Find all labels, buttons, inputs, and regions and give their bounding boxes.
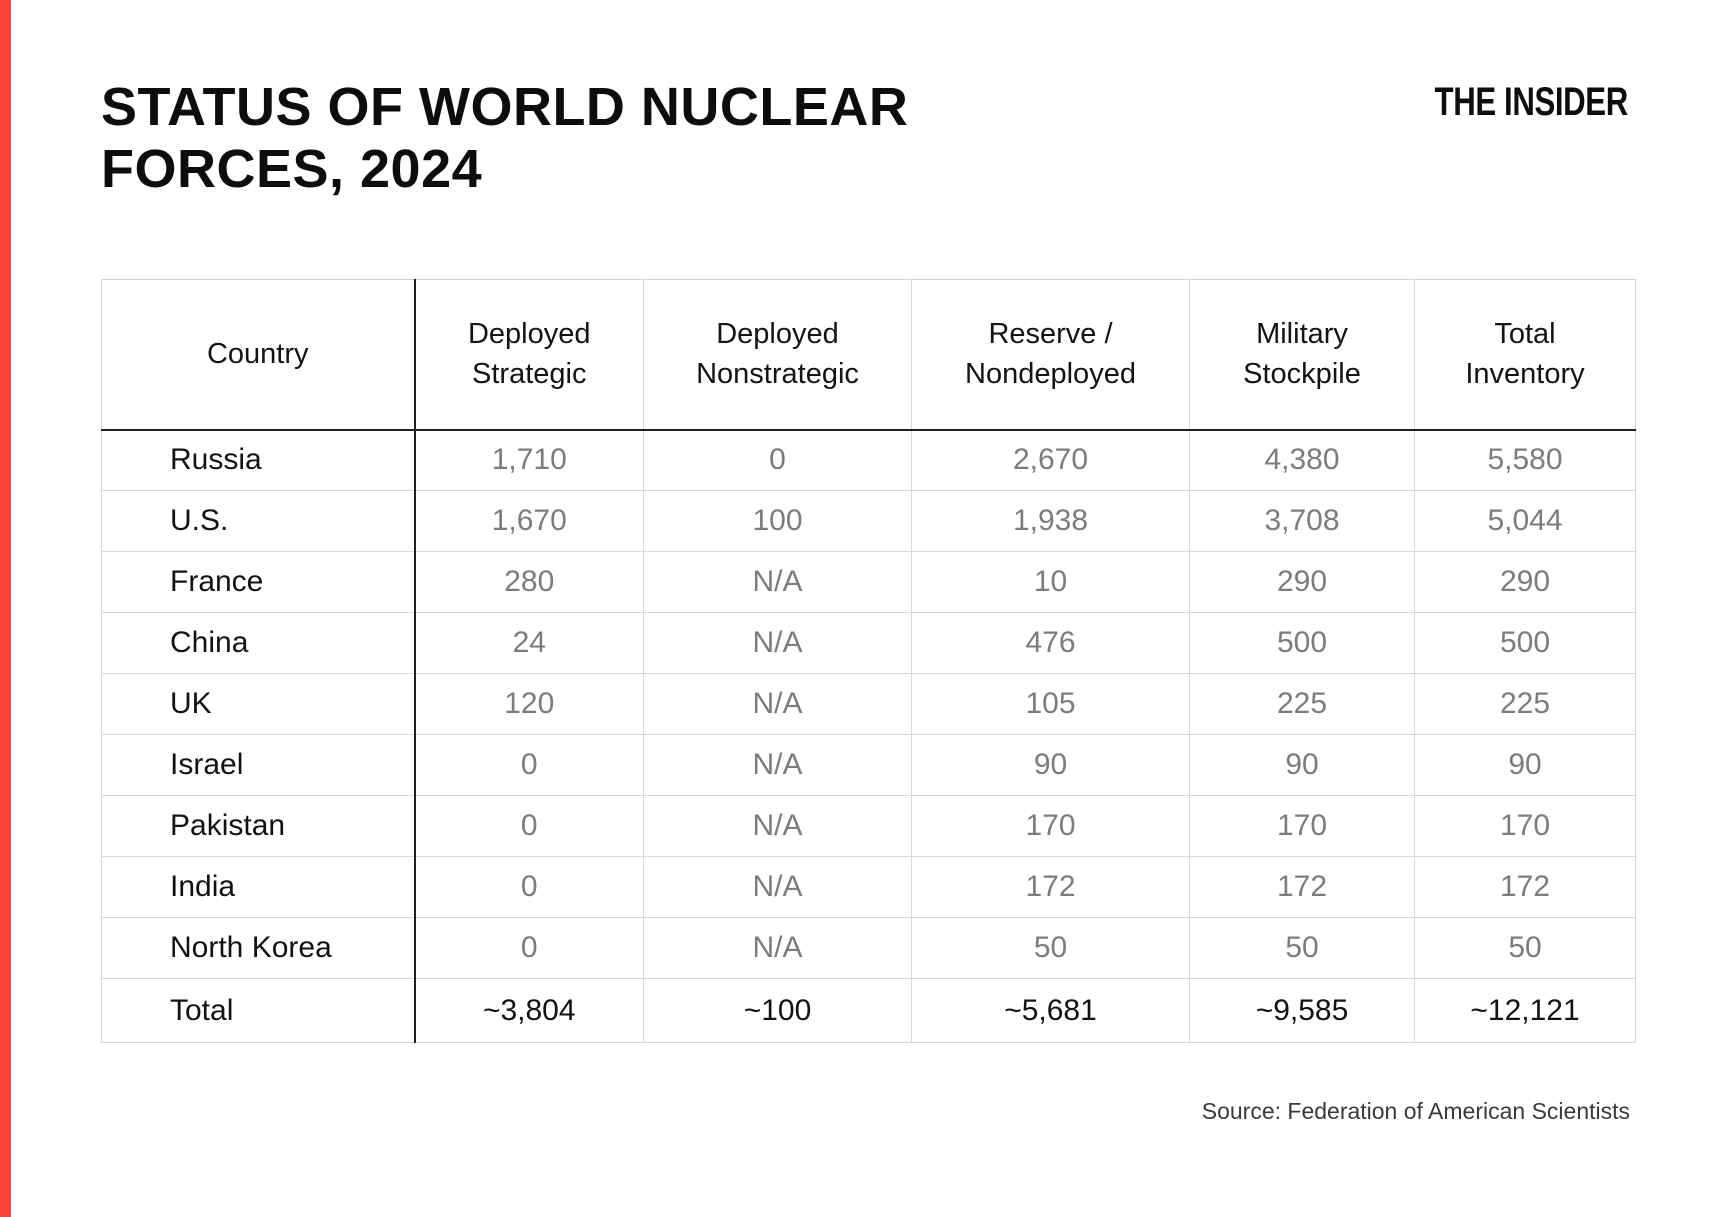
header-row: Country Deployed Strategic Deployed Nonstr… bbox=[101, 279, 1636, 431]
table-row: U.S. 1,670 100 1,938 3,708 5,044 bbox=[101, 490, 1636, 552]
country-cell: Pakistan bbox=[101, 795, 416, 857]
value-cell: 172 bbox=[1414, 856, 1636, 918]
value-cell: 50 bbox=[1414, 917, 1636, 979]
column-header-military-stockpile: Military Stockpile bbox=[1189, 279, 1415, 431]
value-cell: ~12,121 bbox=[1414, 978, 1636, 1043]
value-cell: 170 bbox=[1189, 795, 1415, 857]
country-cell: North Korea bbox=[101, 917, 416, 979]
value-cell: N/A bbox=[643, 551, 912, 613]
value-cell: 170 bbox=[1414, 795, 1636, 857]
page-title: STATUS OF WORLD NUCLEAR FORCES, 2024 bbox=[101, 76, 908, 200]
value-cell: 280 bbox=[414, 551, 644, 613]
value-cell: 225 bbox=[1189, 673, 1415, 735]
country-cell: Israel bbox=[101, 734, 416, 796]
value-cell: ~100 bbox=[643, 978, 912, 1043]
value-cell: 172 bbox=[911, 856, 1190, 918]
value-cell: ~3,804 bbox=[414, 978, 644, 1043]
value-cell: 10 bbox=[911, 551, 1190, 613]
table-row: Russia 1,710 0 2,670 4,380 5,580 bbox=[101, 429, 1636, 491]
value-cell: ~5,681 bbox=[911, 978, 1190, 1043]
page-title-line2: FORCES, 2024 bbox=[101, 139, 483, 199]
value-cell: 1,670 bbox=[414, 490, 644, 552]
value-cell: N/A bbox=[643, 612, 912, 674]
country-cell: U.S. bbox=[101, 490, 416, 552]
table-row: Pakistan 0 N/A 170 170 170 bbox=[101, 795, 1636, 857]
table-row: India 0 N/A 172 172 172 bbox=[101, 856, 1636, 918]
table-row: North Korea 0 N/A 50 50 50 bbox=[101, 917, 1636, 979]
value-cell: 105 bbox=[911, 673, 1190, 735]
value-cell: 290 bbox=[1189, 551, 1415, 613]
accent-bar bbox=[0, 0, 11, 1217]
value-cell: N/A bbox=[643, 856, 912, 918]
country-cell: China bbox=[101, 612, 416, 674]
country-cell: India bbox=[101, 856, 416, 918]
value-cell: 0 bbox=[414, 917, 644, 979]
table-row: Israel 0 N/A 90 90 90 bbox=[101, 734, 1636, 796]
value-cell: 0 bbox=[414, 734, 644, 796]
value-cell: 500 bbox=[1189, 612, 1415, 674]
country-cell: France bbox=[101, 551, 416, 613]
table-row: France 280 N/A 10 290 290 bbox=[101, 551, 1636, 613]
value-cell: 500 bbox=[1414, 612, 1636, 674]
brand-logo: THE INSIDER bbox=[1434, 80, 1629, 124]
nuclear-forces-table: Country Deployed Strategic Deployed Nonstr… bbox=[101, 279, 1636, 1043]
value-cell: 50 bbox=[911, 917, 1190, 979]
value-cell: 24 bbox=[414, 612, 644, 674]
value-cell: N/A bbox=[643, 673, 912, 735]
value-cell: 90 bbox=[911, 734, 1190, 796]
column-header-country: Country bbox=[101, 279, 416, 431]
page-title-line1: STATUS OF WORLD NUCLEAR bbox=[101, 77, 909, 137]
value-cell: 90 bbox=[1414, 734, 1636, 796]
value-cell: 120 bbox=[414, 673, 644, 735]
value-cell: 290 bbox=[1414, 551, 1636, 613]
table-row: China 24 N/A 476 500 500 bbox=[101, 612, 1636, 674]
value-cell: N/A bbox=[643, 795, 912, 857]
source-credit: Source: Federation of American Scientist… bbox=[1201, 1098, 1630, 1124]
value-cell: 476 bbox=[911, 612, 1190, 674]
value-cell: 0 bbox=[414, 795, 644, 857]
value-cell: 5,580 bbox=[1414, 429, 1636, 491]
value-cell: 3,708 bbox=[1189, 490, 1415, 552]
value-cell: 100 bbox=[643, 490, 912, 552]
value-cell: ~9,585 bbox=[1189, 978, 1415, 1043]
value-cell: 0 bbox=[643, 429, 912, 491]
value-cell: 50 bbox=[1189, 917, 1415, 979]
column-header-deployed-strategic: Deployed Strategic bbox=[414, 279, 644, 431]
country-cell: Russia bbox=[101, 429, 416, 491]
column-header-reserve-nondeployed: Reserve / Nondeployed bbox=[911, 279, 1190, 431]
country-cell: UK bbox=[101, 673, 416, 735]
value-cell: 172 bbox=[1189, 856, 1415, 918]
value-cell: 1,938 bbox=[911, 490, 1190, 552]
value-cell: 1,710 bbox=[414, 429, 644, 491]
column-header-deployed-nonstrategic: Deployed Nonstrategic bbox=[643, 279, 912, 431]
table-body: Russia 1,710 0 2,670 4,380 5,580 U.S. 1,670 100 1… bbox=[101, 429, 1636, 1043]
value-cell: 4,380 bbox=[1189, 429, 1415, 491]
value-cell: 0 bbox=[414, 856, 644, 918]
value-cell: N/A bbox=[643, 917, 912, 979]
value-cell: 2,670 bbox=[911, 429, 1190, 491]
column-header-total-inventory: Total Inventory bbox=[1414, 279, 1636, 431]
value-cell: 225 bbox=[1414, 673, 1636, 735]
total-row: Total ~3,804 ~100 ~5,681 ~9,585 ~12,121 bbox=[101, 978, 1636, 1043]
value-cell: 170 bbox=[911, 795, 1190, 857]
value-cell: 5,044 bbox=[1414, 490, 1636, 552]
table-row: UK 120 N/A 105 225 225 bbox=[101, 673, 1636, 735]
country-cell: Total bbox=[101, 978, 416, 1043]
value-cell: 90 bbox=[1189, 734, 1415, 796]
value-cell: N/A bbox=[643, 734, 912, 796]
